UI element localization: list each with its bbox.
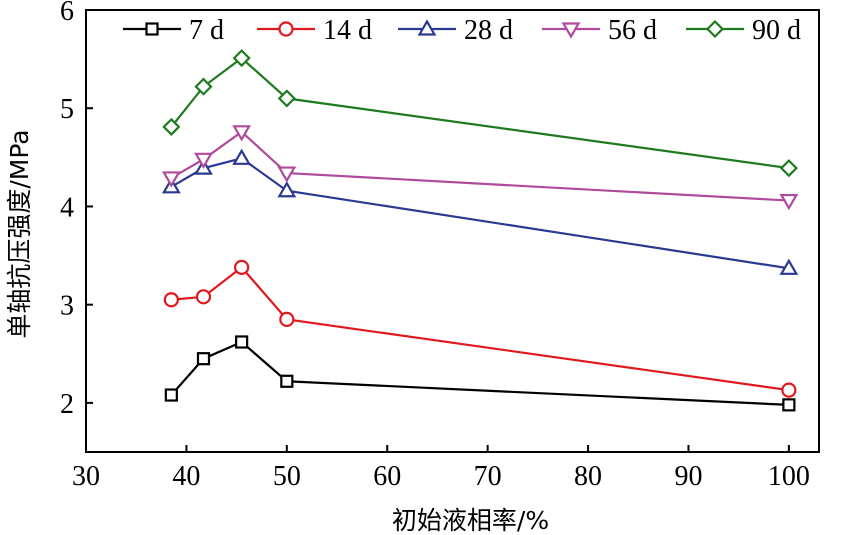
x-tick-label: 90 — [674, 461, 702, 492]
data-point — [235, 335, 249, 349]
data-point — [779, 193, 799, 211]
data-point — [279, 311, 295, 327]
x-tick-label: 70 — [474, 461, 502, 492]
legend-marker — [705, 19, 725, 39]
data-point — [277, 181, 297, 198]
data-point — [782, 398, 796, 412]
y-axis-title: 单轴抗压强度/MPa — [5, 129, 34, 338]
series-line — [171, 265, 790, 392]
legend-label: 7 d — [189, 15, 224, 46]
data-point — [194, 77, 213, 96]
data-point — [234, 259, 250, 275]
data-point — [162, 117, 181, 136]
legend-marker — [417, 19, 437, 36]
y-axis: 2 3 4 5 6 — [60, 0, 93, 420]
y-tick-label: 3 — [60, 291, 74, 322]
legend-marker — [145, 22, 159, 36]
series-line — [170, 157, 790, 270]
y-tick-label: 5 — [60, 94, 74, 125]
x-tick-label: 30 — [72, 461, 100, 492]
data-point — [779, 159, 798, 178]
legend-item: 90 d — [686, 15, 801, 46]
x-tick-label: 50 — [273, 461, 301, 492]
series-7d — [164, 335, 796, 412]
x-tick-label: 40 — [172, 461, 200, 492]
x-axis: 30 40 50 60 70 80 90 100 — [72, 445, 810, 492]
legend-item: 7 d — [123, 15, 224, 46]
x-tick-label: 80 — [574, 461, 602, 492]
series-28d — [161, 148, 799, 275]
legend: 7 d 14 d 28 d 56 d 90 d — [123, 15, 801, 46]
data-point — [195, 289, 212, 305]
series-layer — [161, 49, 799, 412]
data-point — [779, 258, 799, 275]
data-point — [161, 171, 181, 188]
series-line — [170, 340, 789, 406]
series-90d — [162, 49, 798, 178]
legend-item: 28 d — [398, 15, 513, 46]
legend-item: 56 d — [542, 15, 657, 46]
series-14d — [163, 259, 797, 398]
data-point — [164, 388, 178, 402]
legend-marker — [561, 22, 581, 39]
data-point — [781, 382, 797, 398]
x-tick-label: 60 — [373, 461, 401, 492]
data-point — [232, 148, 252, 165]
legend-label: 14 d — [323, 15, 372, 46]
data-point — [277, 89, 296, 108]
plot-frame — [85, 9, 820, 453]
series-line — [170, 130, 789, 202]
legend-item: 14 d — [257, 15, 372, 46]
y-tick-label: 4 — [60, 192, 74, 223]
data-point — [163, 292, 179, 308]
series-56d — [161, 125, 799, 211]
data-point — [232, 125, 252, 142]
legend-marker — [278, 21, 294, 37]
data-point — [280, 374, 294, 388]
legend-label: 90 d — [752, 15, 801, 46]
data-point — [232, 49, 251, 68]
data-point — [196, 352, 211, 366]
x-axis-title: 初始液相率/% — [392, 506, 549, 535]
data-point — [194, 152, 213, 169]
y-tick-label: 2 — [60, 389, 74, 420]
x-tick-label: 100 — [768, 461, 810, 492]
legend-label: 28 d — [464, 15, 513, 46]
y-tick-label: 6 — [60, 0, 74, 27]
data-point — [277, 166, 297, 183]
plot-area-border — [85, 9, 820, 453]
legend-label: 56 d — [608, 15, 657, 46]
